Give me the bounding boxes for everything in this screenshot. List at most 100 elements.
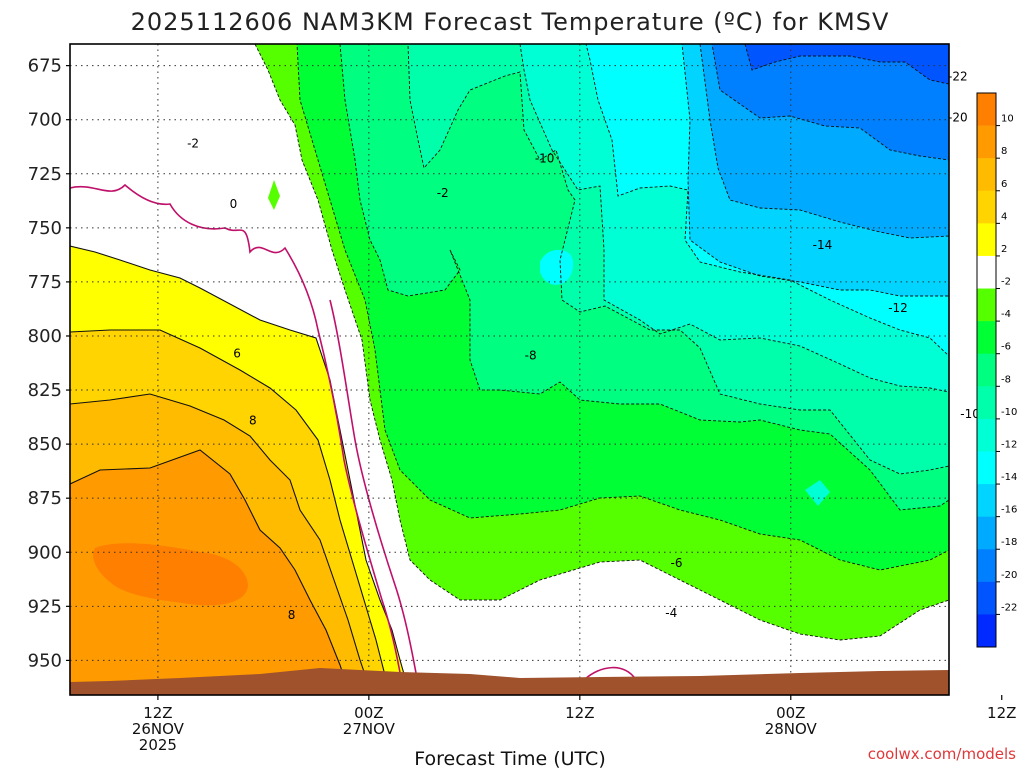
contour-line	[70, 449, 351, 695]
plot-frame	[69, 43, 950, 696]
cell-cold-14-bubble	[540, 249, 574, 285]
contour-label: -10	[960, 407, 980, 421]
x-tick-label: 12Z	[143, 704, 172, 722]
colorbar-tick-label: -8	[1001, 374, 1011, 385]
contour-line	[70, 44, 949, 161]
y-tick-label: 950	[28, 650, 62, 671]
colorbar-tick-label: -18	[1001, 537, 1017, 548]
colorbar-tick-label: 4	[1001, 211, 1007, 222]
contour-label: 6	[233, 346, 241, 360]
colorbar-swatch	[977, 190, 996, 224]
contour-line	[70, 245, 411, 695]
y-tick-label: 800	[28, 326, 62, 347]
y-tick-label: 725	[28, 164, 62, 185]
plot-area	[70, 44, 949, 695]
contour-line	[70, 44, 949, 85]
colorbar-frame	[976, 92, 997, 648]
colorbar-swatch	[977, 451, 996, 485]
cell-warm-8-small	[305, 570, 326, 592]
colorbar-tick-label: 2	[1001, 244, 1007, 255]
colorbar-swatch	[977, 484, 996, 517]
colorbar-swatch	[977, 93, 996, 126]
contour-labels: -22-20-2-10-20-14-126 -8-108-6-48	[187, 69, 980, 622]
contour-line	[70, 44, 949, 571]
y-tick-label: 850	[28, 434, 62, 455]
colorbar: 10 8 6 4 2 -2 -4 -6 -8 -10 -12 -14 -16 -18 -20 -22	[976, 92, 1017, 648]
terrain	[70, 668, 949, 695]
x-tick-label: 2025	[139, 736, 177, 754]
y-tick-label: 675	[28, 56, 62, 77]
colorbar-tick-label: -14	[1001, 472, 1017, 483]
x-tick-label: 12Z	[987, 704, 1016, 722]
y-tick-label: 750	[28, 218, 62, 239]
contour-label: 8	[249, 413, 257, 427]
x-tick-label: 00Z	[776, 704, 805, 722]
contour-line	[70, 44, 949, 641]
y-tick-label: 700	[28, 110, 62, 131]
contour-line	[70, 44, 949, 393]
contour-lines	[70, 44, 949, 695]
contour-label: -8	[525, 348, 537, 362]
credit-text: coolwx.com/models	[868, 745, 1016, 763]
cell-green-small	[268, 180, 280, 210]
freezing-line-0c-2	[329, 299, 421, 695]
colorbar-tick-label: -16	[1001, 505, 1017, 516]
colorbar-tick-label: -4	[1001, 309, 1011, 320]
contour-label: -12	[888, 301, 908, 315]
contour-label: 8	[288, 608, 296, 622]
y-tick-label: 825	[28, 380, 62, 401]
contour-label: -6	[671, 556, 683, 570]
contour-line	[70, 44, 949, 239]
contour-label: -4	[665, 606, 677, 620]
colorbar-tick-label: -20	[1001, 570, 1017, 581]
contour-line	[70, 329, 391, 695]
colorbar-swatch	[977, 581, 996, 615]
grid-lines	[70, 44, 949, 695]
colorbar-tick-label: -2	[1001, 277, 1011, 288]
cell-warm-8-low	[93, 543, 248, 606]
x-tick-label: 26NOV	[132, 720, 185, 738]
contour-label: -10	[535, 152, 555, 166]
x-tick-label: 28NOV	[765, 720, 818, 738]
contour-label: -14	[813, 238, 833, 252]
contour-label: -2	[187, 136, 199, 150]
freezing-line-0c-3	[583, 666, 637, 681]
y-tick-label: 925	[28, 596, 62, 617]
colorbar-tick-label: 10	[1001, 114, 1014, 125]
colorbar-tick-label: -10	[1001, 407, 1017, 418]
contour-label: -22	[948, 69, 968, 83]
colorbar-tick-label: 6	[1001, 179, 1007, 190]
x-tick-label: 00Z	[354, 704, 383, 722]
contour-line	[70, 44, 949, 511]
contour-label: 0	[230, 197, 238, 211]
y-tick-label: 875	[28, 488, 62, 509]
colorbar-tick-label: -12	[1001, 439, 1017, 450]
colorbar-swatch	[977, 321, 996, 355]
colorbar-swatch	[977, 386, 996, 420]
colorbar-tick-label: -22	[1001, 602, 1017, 613]
x-tick-label: 12Z	[565, 704, 594, 722]
colorbar-swatch	[977, 353, 996, 387]
colorbar-swatch	[977, 614, 996, 648]
temperature-cells	[93, 180, 830, 680]
y-axis: 675 700 725 750 775 800 825 850 875 900 925 950	[28, 56, 70, 671]
colorbar-tick-label: -6	[1001, 342, 1011, 353]
contour-label: -20	[948, 111, 968, 125]
colorbar-swatch	[977, 516, 996, 550]
colorbar-swatch	[977, 549, 996, 583]
x-axis-label: Forecast Time (UTC)	[414, 748, 605, 768]
colorbar-swatch	[977, 223, 996, 257]
colorbar-tick-label: 8	[1001, 146, 1007, 157]
colorbar-swatch	[977, 255, 996, 289]
contour-line	[70, 393, 373, 695]
colorbar-swatch	[977, 158, 996, 192]
temperature-bands	[70, 44, 949, 695]
chart-title: 2025112606 NAM3KM Forecast Temperature (…	[131, 8, 890, 36]
contour-line	[70, 44, 949, 297]
colorbar-swatch	[977, 418, 996, 452]
x-tick-label: 27NOV	[343, 720, 396, 738]
contour-line	[70, 44, 949, 357]
colorbar-swatch	[977, 125, 996, 159]
